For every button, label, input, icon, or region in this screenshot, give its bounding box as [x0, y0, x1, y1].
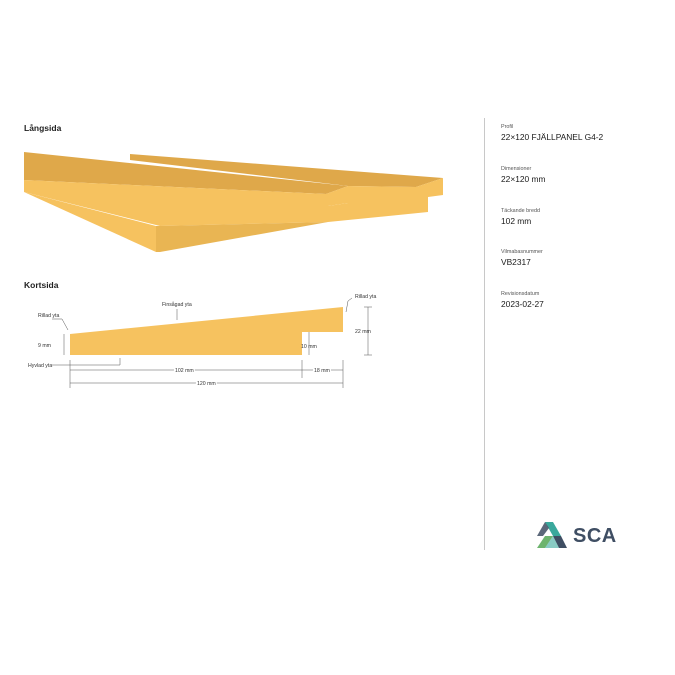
info-revision-date-label: Revisionsdatum	[501, 291, 540, 297]
label-hyvlad: Hyvlad yta	[28, 363, 52, 369]
profile-shape	[70, 307, 343, 355]
label-10mm: 10 mm	[301, 344, 317, 350]
label-rillad-left: Rillad yta	[38, 313, 59, 319]
label-9mm: 9 mm	[38, 343, 51, 349]
sca-logo: SCA	[535, 519, 617, 553]
board-1-front-face	[156, 226, 160, 252]
info-vilma-number-value: VB2317	[501, 257, 531, 267]
board-1-top-face	[24, 152, 348, 194]
info-revision-date-value: 2023-02-27	[501, 299, 544, 309]
label-120mm: 120 mm	[197, 381, 216, 387]
info-dimensions: Dimensioner 22×120 mm	[501, 166, 661, 184]
info-covering-width: Täckande bredd 102 mm	[501, 208, 661, 226]
divider-line	[484, 118, 485, 550]
label-18mm: 18 mm	[314, 368, 330, 374]
short-side-view: Rillad yta Finsågad yta Rillad yta Hyvla…	[28, 294, 376, 389]
board-1-lower-front	[24, 192, 156, 252]
info-covering-width-value: 102 mm	[501, 216, 532, 226]
sca-logo-text: SCA	[573, 524, 617, 547]
leader-rillad-left	[52, 318, 69, 331]
info-vilma-number: Vilmabasnummer VB2317	[501, 249, 661, 267]
board-2-side-face	[328, 178, 443, 222]
label-finsagad: Finsågad yta	[162, 301, 192, 308]
leader-rillad-right	[345, 297, 353, 313]
info-profile: Profil 22×120 FJÄLLPANEL G4-2	[501, 124, 661, 142]
info-dimensions-value: 22×120 mm	[501, 174, 546, 184]
board-2-end-face	[160, 222, 328, 252]
board-1-side-face	[24, 180, 348, 226]
info-vilma-number-label: Vilmabasnummer	[501, 249, 543, 255]
info-profile-label: Profil	[501, 124, 514, 130]
info-covering-width-label: Täckande bredd	[501, 208, 540, 214]
info-revision-date: Revisionsdatum 2023-02-27	[501, 291, 661, 309]
long-side-view	[24, 152, 443, 252]
info-profile-value: 22×120 FJÄLLPANEL G4-2	[501, 132, 604, 142]
short-side-title: Kortsida	[24, 280, 59, 290]
long-side-title: Långsida	[24, 123, 62, 133]
leader-hyvlad	[52, 358, 121, 366]
label-22mm: 22 mm	[355, 329, 371, 335]
label-102mm: 102 mm	[175, 368, 194, 374]
board-2-top-face	[130, 154, 443, 187]
info-dimensions-label: Dimensioner	[501, 166, 532, 172]
label-rillad-right: Rillad yta	[355, 294, 376, 300]
sca-logo-icon	[537, 522, 567, 548]
